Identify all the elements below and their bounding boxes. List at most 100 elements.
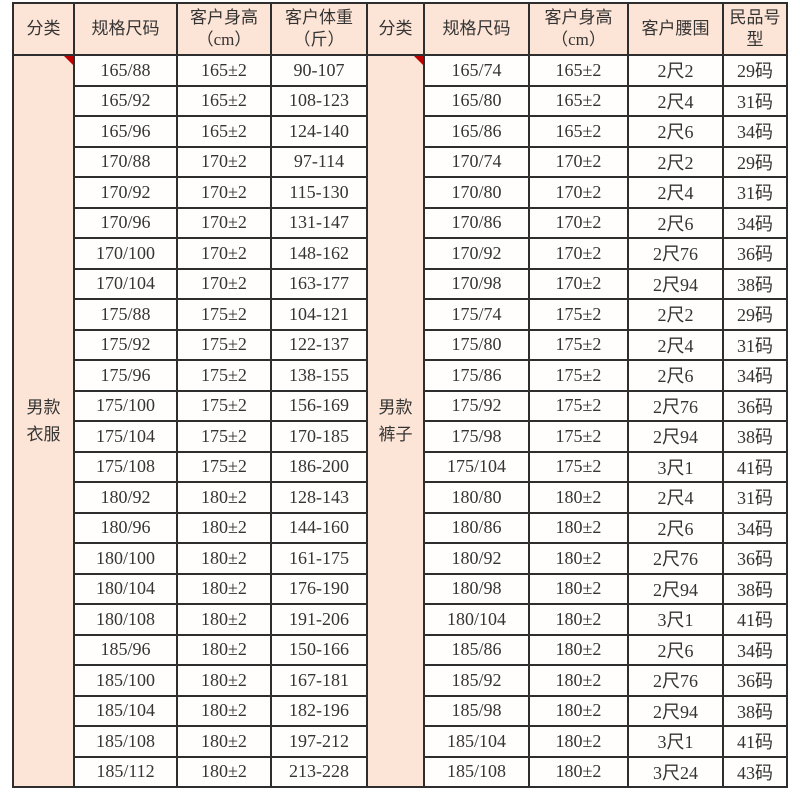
table-cell: 185/86 — [423, 633, 530, 666]
table-cell: 180±2 — [176, 755, 272, 788]
table-cell: 170±2 — [176, 267, 272, 300]
table-cell: 185/104 — [73, 694, 178, 727]
table-cell: 185/92 — [423, 664, 530, 697]
comment-marker-icon — [64, 57, 72, 65]
table-cell: 31码 — [722, 84, 788, 117]
table-row: 180/108 180±2 191-206 180/104 180±2 3尺1 41码 — [13, 603, 788, 636]
table-row: 175/104 175±2 170-185 175/98 175±2 2尺94 38码 — [13, 420, 788, 453]
table-cell: 165/74 — [423, 54, 530, 87]
table-cell: 180±2 — [528, 572, 629, 605]
table-row: 175/100 175±2 156-169 175/92 175±2 2尺76 36码 — [13, 389, 788, 422]
table-cell: 170/98 — [423, 267, 530, 300]
table-cell: 29码 — [722, 145, 788, 178]
table-cell: 175/92 — [423, 389, 530, 422]
column-header: 分类 — [12, 2, 75, 56]
table-cell: 165/96 — [73, 115, 178, 148]
table-row: 180/100 180±2 161-175 180/92 180±2 2尺76 36码 — [13, 542, 788, 575]
table-cell: 180/96 — [73, 511, 178, 544]
table-cell: 2尺76 — [627, 237, 724, 270]
table-cell: 170/104 — [73, 267, 178, 300]
table-cell: 180±2 — [528, 694, 629, 727]
table-cell: 180/108 — [73, 603, 178, 636]
table-cell: 34码 — [722, 359, 788, 392]
table-cell: 185/104 — [423, 725, 530, 758]
table-cell: 31码 — [722, 328, 788, 361]
table-cell: 163-177 — [270, 267, 368, 300]
table-cell: 43码 — [722, 755, 788, 788]
table-cell: 180/104 — [73, 572, 178, 605]
table-cell: 115-130 — [270, 176, 368, 209]
table-cell: 36码 — [722, 389, 788, 422]
table-cell: 213-228 — [270, 755, 368, 788]
table-cell: 185/112 — [73, 755, 178, 788]
table-cell: 29码 — [722, 54, 788, 87]
table-cell: 122-137 — [270, 328, 368, 361]
table-body: 男款 衣服 165/88 165±2 90-107 男款 裤子 165/74 165±2 2尺… — [12, 54, 788, 788]
table-cell: 2尺94 — [627, 694, 724, 727]
table-cell: 29码 — [722, 298, 788, 331]
table-row: 170/96 170±2 131-147 170/86 170±2 2尺6 34码 — [13, 206, 788, 239]
table-cell: 180±2 — [176, 725, 272, 758]
table-cell: 2尺6 — [627, 359, 724, 392]
table-row: 分类 规格尺码 客户身高 （cm） 客户体重 （斤） 分类 规格尺码 客户身高 （cm） 客户… — [12, 2, 788, 56]
table-row: 170/88 170±2 97-114 170/74 170±2 2尺2 29码 — [13, 145, 788, 178]
table-cell: 161-175 — [270, 542, 368, 575]
table-cell: 38码 — [722, 572, 788, 605]
table-cell: 180±2 — [528, 664, 629, 697]
table-cell: 175±2 — [176, 450, 272, 483]
table-cell: 170±2 — [176, 145, 272, 178]
table-cell: 175/92 — [73, 328, 178, 361]
table-cell: 180/100 — [73, 542, 178, 575]
table-row: 170/92 170±2 115-130 170/80 170±2 2尺4 31码 — [13, 176, 788, 209]
table-cell: 34码 — [722, 206, 788, 239]
table-cell: 170±2 — [176, 206, 272, 239]
table-cell: 104-121 — [270, 298, 368, 331]
table-cell: 175/104 — [423, 450, 530, 483]
table-cell: 165±2 — [528, 115, 629, 148]
table-row: 男款 衣服 165/88 165±2 90-107 男款 裤子 165/74 165±2 2尺… — [12, 54, 788, 788]
table-cell: 167-181 — [270, 664, 368, 697]
table-cell: 180±2 — [176, 542, 272, 575]
table-row: 180/92 180±2 128-143 180/80 180±2 2尺4 31码 — [13, 481, 788, 514]
table-cell: 3尺1 — [627, 725, 724, 758]
table-cell: 175±2 — [528, 389, 629, 422]
table-cell: 31码 — [722, 176, 788, 209]
column-header: 规格尺码 — [423, 2, 530, 56]
table-cell: 182-196 — [270, 694, 368, 727]
table-cell: 175±2 — [176, 420, 272, 453]
table-cell: 175±2 — [528, 298, 629, 331]
column-header: 客户身高 （cm） — [176, 2, 272, 56]
table-cell: 2尺6 — [627, 633, 724, 666]
table-cell: 2尺4 — [627, 84, 724, 117]
table-cell: 175±2 — [176, 298, 272, 331]
column-header: 民品号 型 — [722, 2, 788, 56]
table-cell: 180±2 — [176, 664, 272, 697]
table-cell: 2尺6 — [627, 511, 724, 544]
column-header: 客户身高 （cm） — [528, 2, 629, 56]
table-cell: 165±2 — [176, 54, 272, 87]
table-cell: 165/86 — [423, 115, 530, 148]
table-cell: 170/92 — [423, 237, 530, 270]
table-row: 165/92 165±2 108-123 165/80 165±2 2尺4 31码 — [13, 84, 788, 117]
table-cell: 175±2 — [528, 420, 629, 453]
table-cell: 156-169 — [270, 389, 368, 422]
table-cell: 31码 — [722, 481, 788, 514]
table-cell: 180±2 — [528, 603, 629, 636]
table-cell: 2尺6 — [627, 206, 724, 239]
category-label: 男款 衣服 — [26, 397, 61, 444]
table-cell: 170±2 — [528, 176, 629, 209]
table-cell: 170/100 — [73, 237, 178, 270]
table-cell: 175/88 — [73, 298, 178, 331]
column-header: 规格尺码 — [73, 2, 178, 56]
category-cell-pants: 男款 裤子 — [366, 54, 425, 788]
table-cell: 180/98 — [423, 572, 530, 605]
table-cell: 180/80 — [423, 481, 530, 514]
table-cell: 170±2 — [528, 267, 629, 300]
table-cell: 176-190 — [270, 572, 368, 605]
table-cell: 170±2 — [528, 237, 629, 270]
table-cell: 2尺94 — [627, 572, 724, 605]
table-cell: 170/92 — [73, 176, 178, 209]
table-cell: 41码 — [722, 725, 788, 758]
table-cell: 175±2 — [176, 389, 272, 422]
table-row: 175/96 175±2 138-155 175/86 175±2 2尺6 34码 — [13, 359, 788, 392]
